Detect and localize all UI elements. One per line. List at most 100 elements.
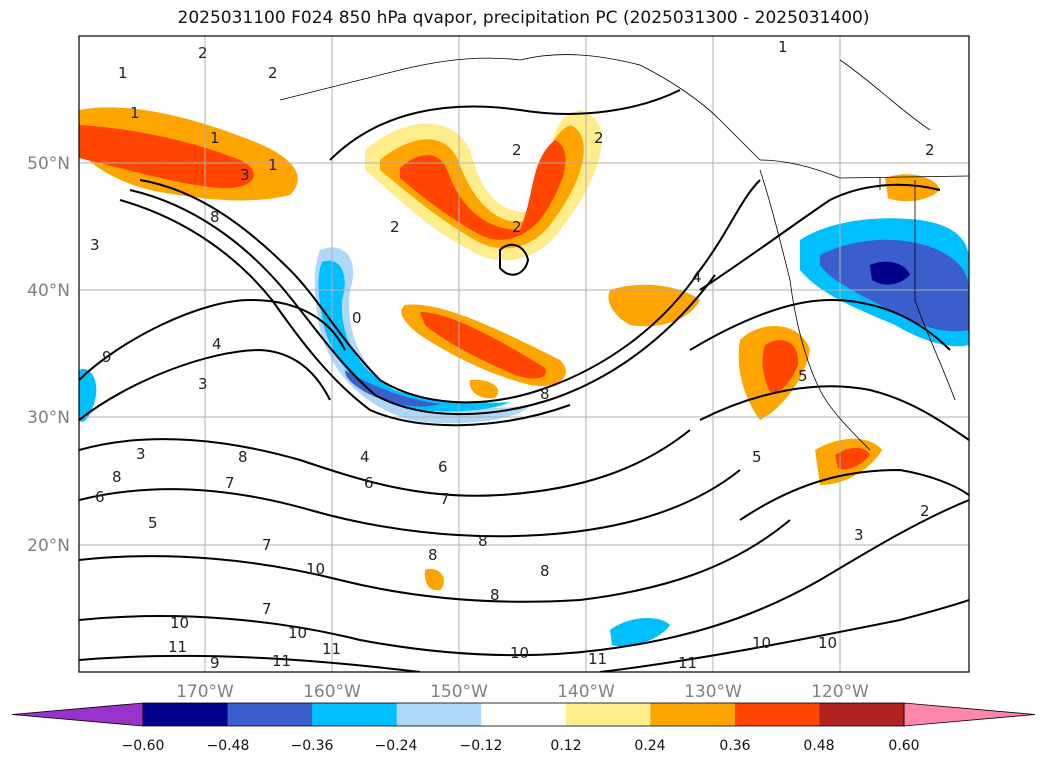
precip-negative-region — [610, 618, 670, 647]
colorbar-segment — [481, 703, 567, 726]
contour-label: 9 — [102, 348, 112, 366]
contour-label: 6 — [95, 488, 105, 506]
contour-label: 11 — [588, 650, 607, 668]
contour-layer — [79, 89, 969, 672]
colorbar-tick-label: 0.36 — [719, 738, 750, 754]
lon-label: 160°W — [303, 682, 361, 702]
contour-label: 8 — [112, 468, 122, 486]
colorbar-tick-labels: −0.60 −0.48 −0.36 −0.24 −0.12 0.12 0.24 … — [122, 738, 920, 754]
lon-label: 140°W — [557, 682, 615, 702]
precip-strong-region — [79, 125, 254, 189]
contour-label: 1 — [268, 156, 278, 174]
contour-label: 2 — [198, 44, 208, 62]
colorbar-tick-label: 0.24 — [634, 738, 665, 754]
lat-label: 50°N — [27, 154, 70, 174]
lat-label: 20°N — [27, 536, 70, 556]
map-frame — [78, 35, 970, 673]
map-panel: 2 1 2 1 1 3 2 2 1 2 2 3 8 2 4 0 9 4 3 5 — [78, 35, 970, 673]
contour-label: 2 — [925, 141, 935, 159]
colorbar-segment — [396, 703, 482, 726]
contour-label: 6 — [364, 474, 374, 492]
contour-label: 11 — [272, 652, 291, 670]
contour-label: 8 — [540, 385, 550, 403]
contour-label: 11 — [322, 640, 341, 658]
contour-label: 10 — [818, 634, 837, 652]
contour-label: 2 — [512, 141, 522, 159]
contour-label: 2 — [268, 64, 278, 82]
precip-strongest-negative-region — [870, 261, 910, 285]
contour-label: 5 — [148, 514, 158, 532]
contour-label: 3 — [90, 236, 100, 254]
colorbar-tick-label: 0.48 — [803, 738, 834, 754]
colorbar-tick-label: −0.12 — [460, 738, 503, 754]
contour-label: 3 — [854, 526, 864, 544]
colorbar-tick-label: 0.60 — [888, 738, 919, 754]
precip-fill-layer — [79, 107, 969, 647]
colorbar-tick-label: −0.24 — [375, 738, 418, 754]
lat-label: 30°N — [27, 408, 70, 428]
contour-label: 6 — [438, 458, 448, 476]
lon-label: 120°W — [811, 682, 869, 702]
precip-strong-negative-region — [820, 239, 969, 332]
precip-strong-region — [762, 340, 799, 393]
map-title: 2025031100 F024 850 hPa qvapor, precipit… — [177, 8, 870, 28]
contour-label: 2 — [390, 218, 400, 236]
colorbar-segment — [819, 703, 905, 726]
contour-label: 1 — [130, 104, 140, 122]
colorbar-segments — [11, 702, 1036, 727]
contour-label: 2 — [594, 129, 604, 147]
precip-strong-region — [835, 447, 870, 470]
contour-label: 10 — [510, 644, 529, 662]
contour-label: 2 — [920, 502, 930, 520]
precip-strong-negative-region — [345, 370, 440, 407]
precip-positive-region — [424, 569, 445, 591]
colorbar-segment — [312, 703, 398, 726]
contour-label: 4 — [212, 335, 222, 353]
contour-label: 7 — [440, 490, 450, 508]
contour-label: 3 — [198, 375, 208, 393]
precip-negative-region — [318, 260, 510, 412]
colorbar-tick-label: −0.36 — [291, 738, 334, 754]
contour-label: 5 — [752, 448, 762, 466]
contour-label: 10 — [306, 560, 325, 578]
contour-label: 7 — [225, 474, 235, 492]
colorbar-segment — [143, 703, 229, 726]
contour-label: 10 — [170, 614, 189, 632]
contour-label: 10 — [752, 634, 771, 652]
colorbar-tick-label: −0.48 — [207, 738, 250, 754]
contour-label: 3 — [240, 166, 250, 184]
contour-label: 11 — [678, 654, 697, 672]
contour-label: 8 — [478, 532, 488, 550]
colorbar-segment — [565, 703, 651, 726]
contour-label: 8 — [238, 448, 248, 466]
contour-label: 8 — [490, 586, 500, 604]
colorbar-extend-high — [903, 702, 1036, 727]
contour-label: 2 — [512, 218, 522, 236]
colorbar-tick-label: 0.12 — [550, 738, 581, 754]
contour-label: 1 — [778, 38, 788, 56]
colorbar-segment — [734, 703, 820, 726]
lon-label: 150°W — [430, 682, 488, 702]
coastline-layer — [279, 54, 969, 451]
contour-label: 0 — [352, 309, 362, 327]
colorbar-frame — [142, 702, 905, 727]
contour-label-layer: 2 1 2 1 1 3 2 2 1 2 2 3 8 2 4 0 9 4 3 5 — [90, 38, 935, 672]
colorbar-segment — [227, 703, 313, 726]
contour-label: 3 — [136, 445, 146, 463]
precip-strong-region — [420, 312, 546, 379]
precip-positive-region — [608, 284, 700, 327]
contour-label: 9 — [210, 654, 220, 672]
contour-label: 7 — [262, 536, 272, 554]
contour-label: 1 — [118, 64, 128, 82]
contour-label: 11 — [168, 638, 187, 656]
precip-strong-region — [400, 140, 566, 240]
colorbar-extend-low — [11, 702, 144, 727]
longitude-labels: 170°W 160°W 150°W 140°W 130°W 120°W — [176, 682, 869, 702]
contour-label: 10 — [288, 624, 307, 642]
colorbar-segment — [650, 703, 736, 726]
contour-label: 8 — [210, 208, 220, 226]
contour-label: 4 — [360, 448, 370, 466]
contour-label: 4 — [692, 268, 702, 286]
precip-positive-region — [885, 174, 940, 202]
